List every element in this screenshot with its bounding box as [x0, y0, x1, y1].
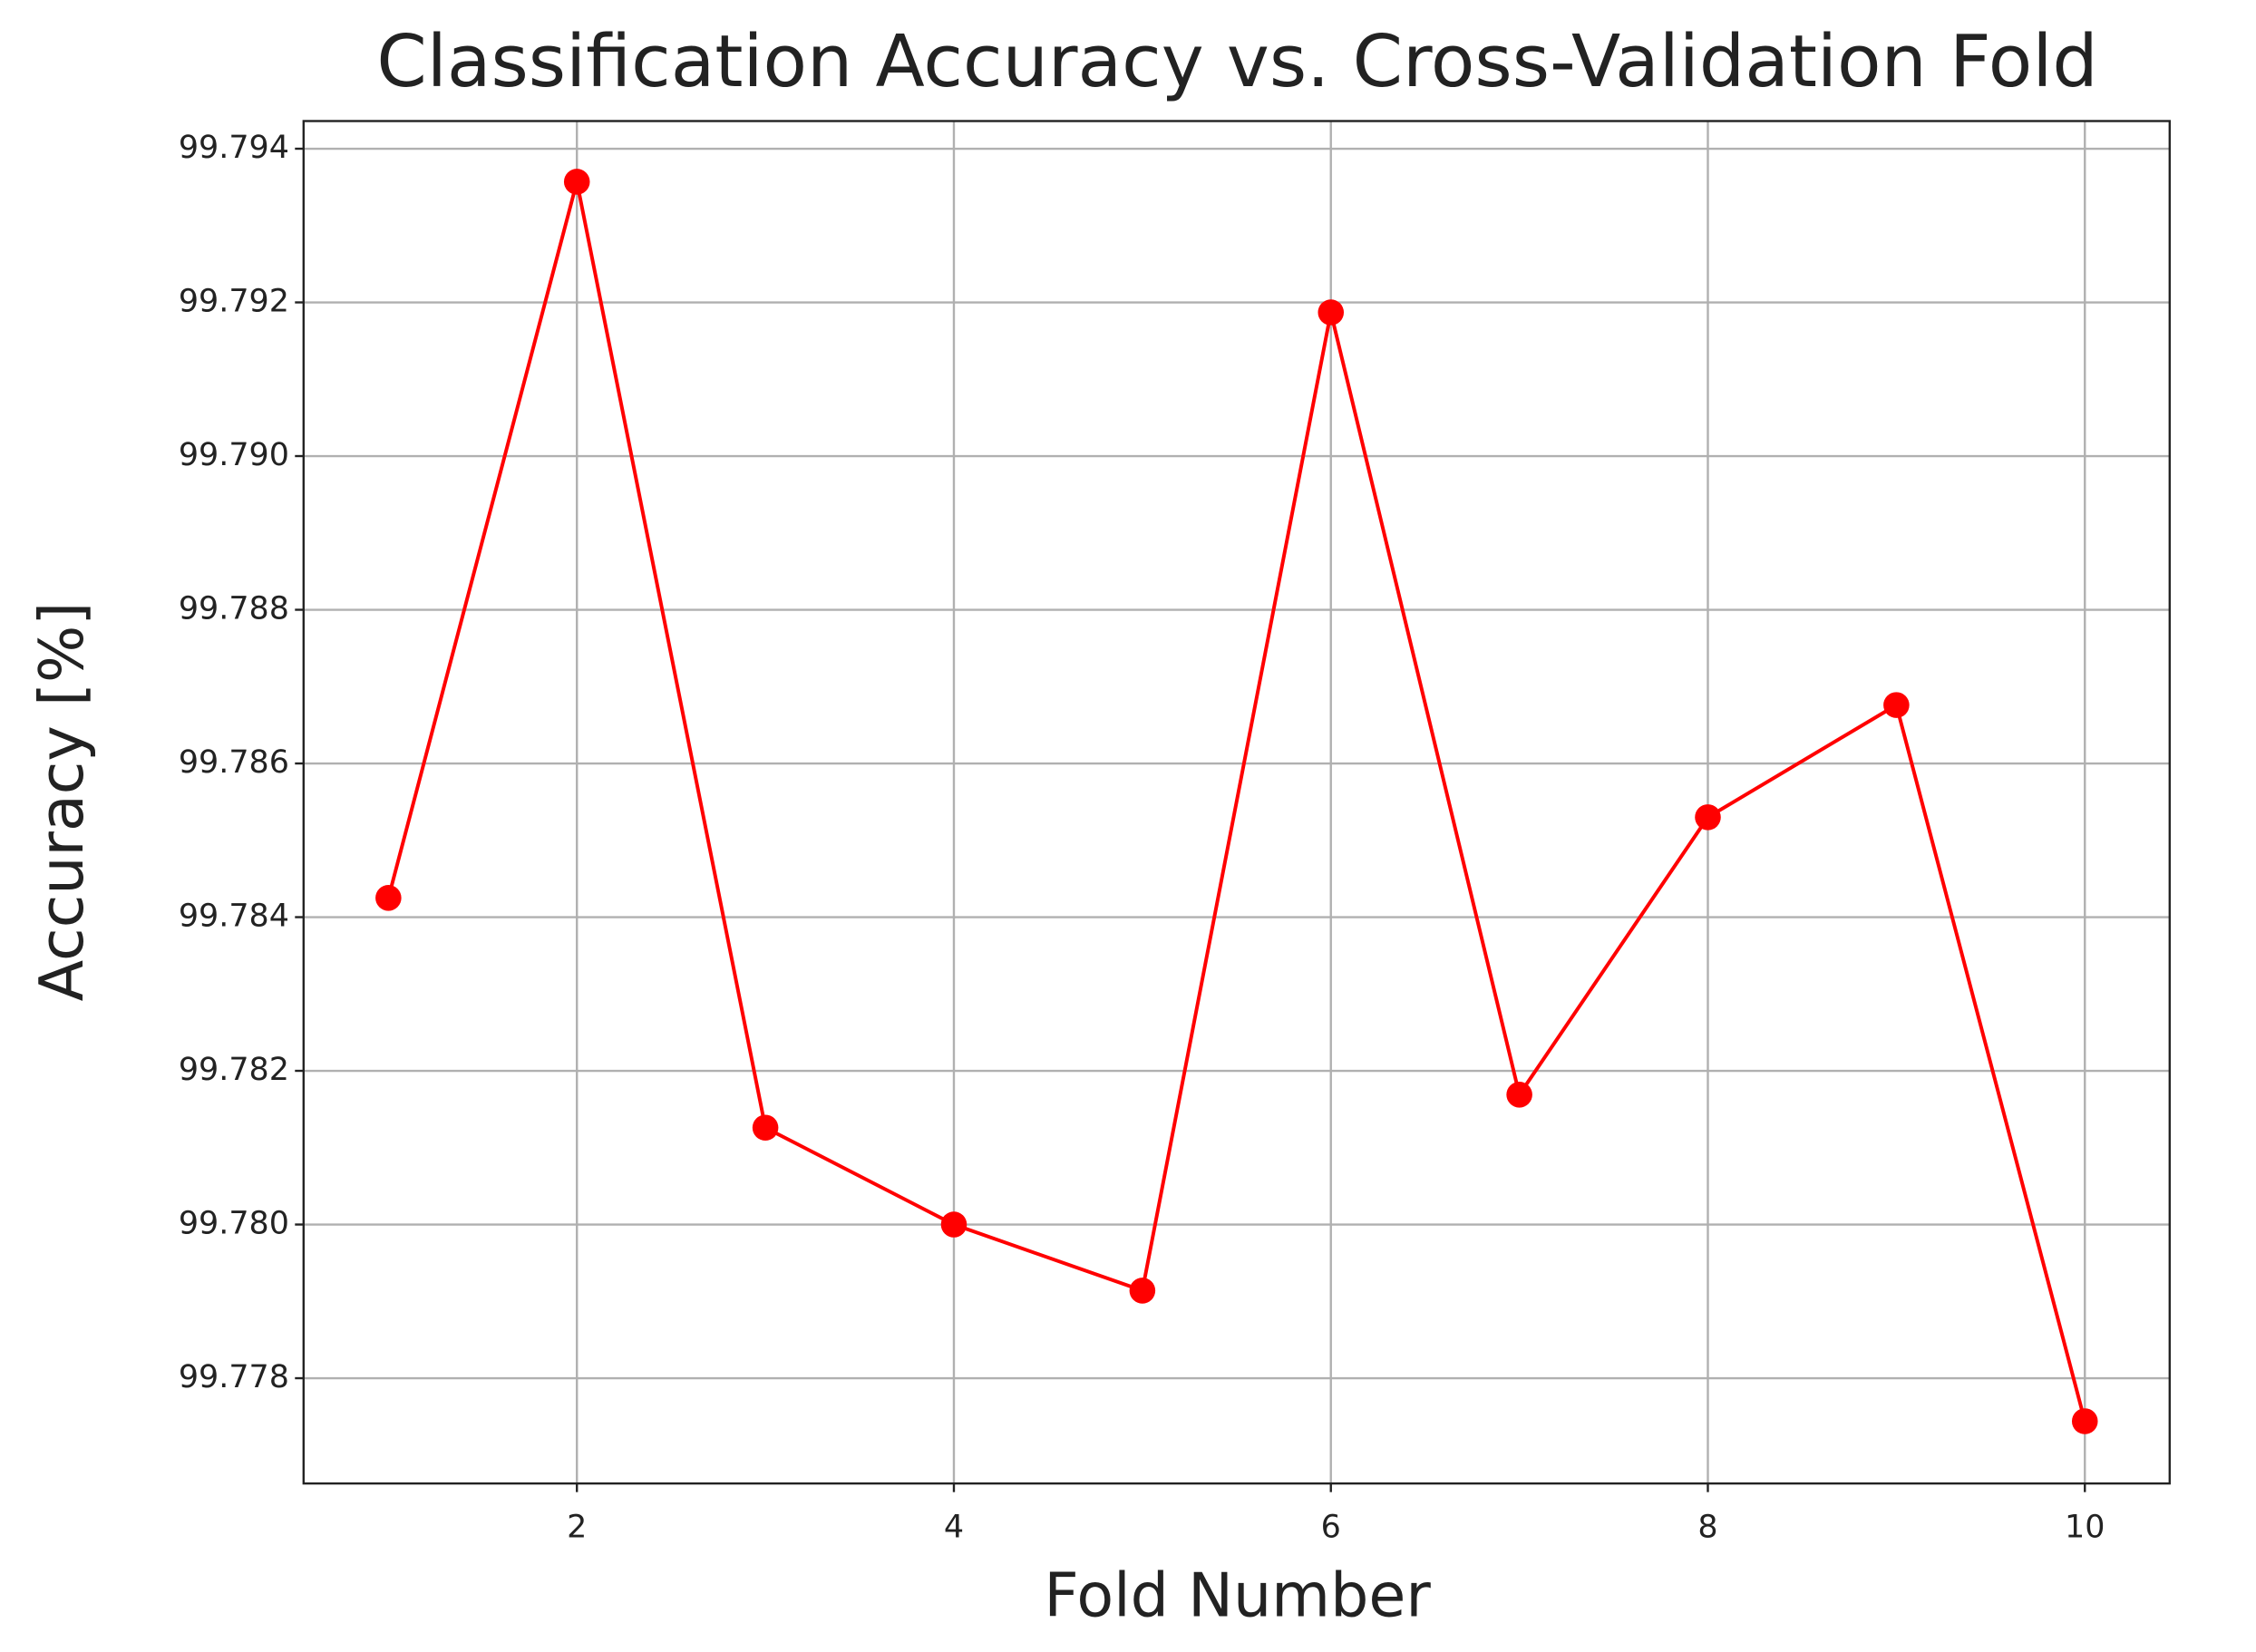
x-axis-label: Fold Number [1044, 1560, 1431, 1631]
y-tick-label: 99.790 [179, 437, 289, 473]
y-tick-label: 99.794 [179, 130, 289, 166]
chart-title: Classification Accuracy vs. Cross-Valida… [376, 19, 2097, 103]
y-tick-label: 99.780 [179, 1206, 289, 1242]
data-point [1506, 1082, 1532, 1108]
data-point [563, 169, 590, 195]
x-tick-label: 4 [944, 1509, 964, 1545]
data-point [1695, 804, 1721, 831]
y-tick-label: 99.782 [179, 1052, 289, 1088]
data-point [940, 1211, 968, 1238]
data-point [1883, 692, 1910, 718]
data-point [752, 1114, 779, 1142]
y-tick-label: 99.778 [179, 1359, 289, 1395]
data-point [2071, 1408, 2098, 1434]
x-tick-label: 6 [1321, 1509, 1341, 1545]
data-point [1318, 299, 1345, 326]
data-point [375, 885, 402, 911]
y-tick-label: 99.792 [179, 284, 289, 320]
x-tick-label: 2 [567, 1509, 587, 1545]
data-line [386, 180, 2087, 1422]
y-axis-label: Accuracy [%] [26, 602, 97, 1002]
x-tick-label: 10 [2065, 1509, 2105, 1545]
x-tick-label: 8 [1697, 1509, 1717, 1545]
data-point [1129, 1278, 1156, 1304]
plot-frame [302, 120, 2171, 1485]
y-tick-label: 99.784 [179, 899, 289, 935]
y-tick-label: 99.788 [179, 591, 289, 627]
y-tick-label: 99.786 [179, 744, 289, 781]
